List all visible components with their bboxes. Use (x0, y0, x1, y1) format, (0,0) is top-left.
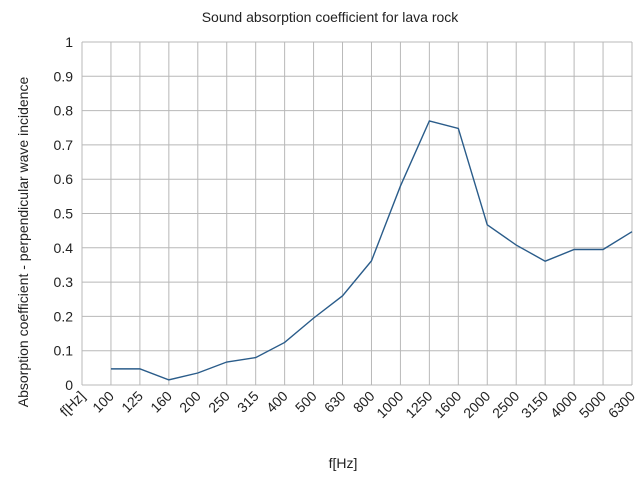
x-tick-label: 6300 (605, 388, 638, 421)
chart-title: Sound absorption coefficient for lava ro… (202, 9, 460, 25)
x-tick-label: 200 (176, 388, 204, 416)
x-tick-label: 1250 (402, 388, 435, 421)
x-tick-label: 315 (234, 388, 262, 416)
y-axis-label: Absorption coefficient - perpendicular w… (15, 77, 31, 408)
y-tick-label: 0 (65, 377, 73, 393)
y-tick-label: 0.2 (54, 308, 74, 324)
x-tick-label: 1000 (373, 388, 406, 421)
x-tick-label: 500 (292, 388, 320, 416)
x-tick-label: 1600 (431, 388, 464, 421)
x-tick-label: 160 (147, 388, 175, 416)
y-tick-label: 0.5 (54, 206, 74, 222)
y-tick-label: 0.8 (54, 103, 74, 119)
x-axis-label: f[Hz] (329, 455, 358, 471)
grid (81, 41, 633, 386)
series-line (110, 120, 633, 381)
y-tick-label: 0.9 (54, 68, 74, 84)
series-layer (110, 120, 633, 381)
x-tick-label: 125 (118, 388, 146, 416)
y-tick-label: 1 (65, 34, 73, 50)
x-tick-label: 4000 (547, 388, 580, 421)
y-tick-labels: 0 0.1 0.2 0.3 0.4 0.5 0.6 0.7 0.8 0.9 1 (54, 34, 74, 393)
x-tick-label: 100 (89, 388, 117, 416)
x-tick-label: 2500 (489, 388, 522, 421)
y-tick-label: 0.3 (54, 274, 74, 290)
x-tick-label: 400 (263, 388, 291, 416)
x-tick-label: 2000 (460, 388, 493, 421)
x-tick-label: 5000 (576, 388, 609, 421)
x-tick-label: 3150 (518, 388, 551, 421)
y-tick-label: 0.7 (54, 137, 74, 153)
x-tick-label: 250 (205, 388, 233, 416)
y-tick-label: 0.4 (54, 240, 74, 256)
y-tick-label: 0.1 (54, 343, 74, 359)
x-tick-labels: f[Hz] 100 125 160 200 250 315 400 500 630 80010001… (56, 388, 638, 421)
y-tick-label: 0.6 (54, 171, 74, 187)
x-tick-label: f[Hz] (56, 388, 88, 420)
x-tick-label: 630 (321, 388, 349, 416)
